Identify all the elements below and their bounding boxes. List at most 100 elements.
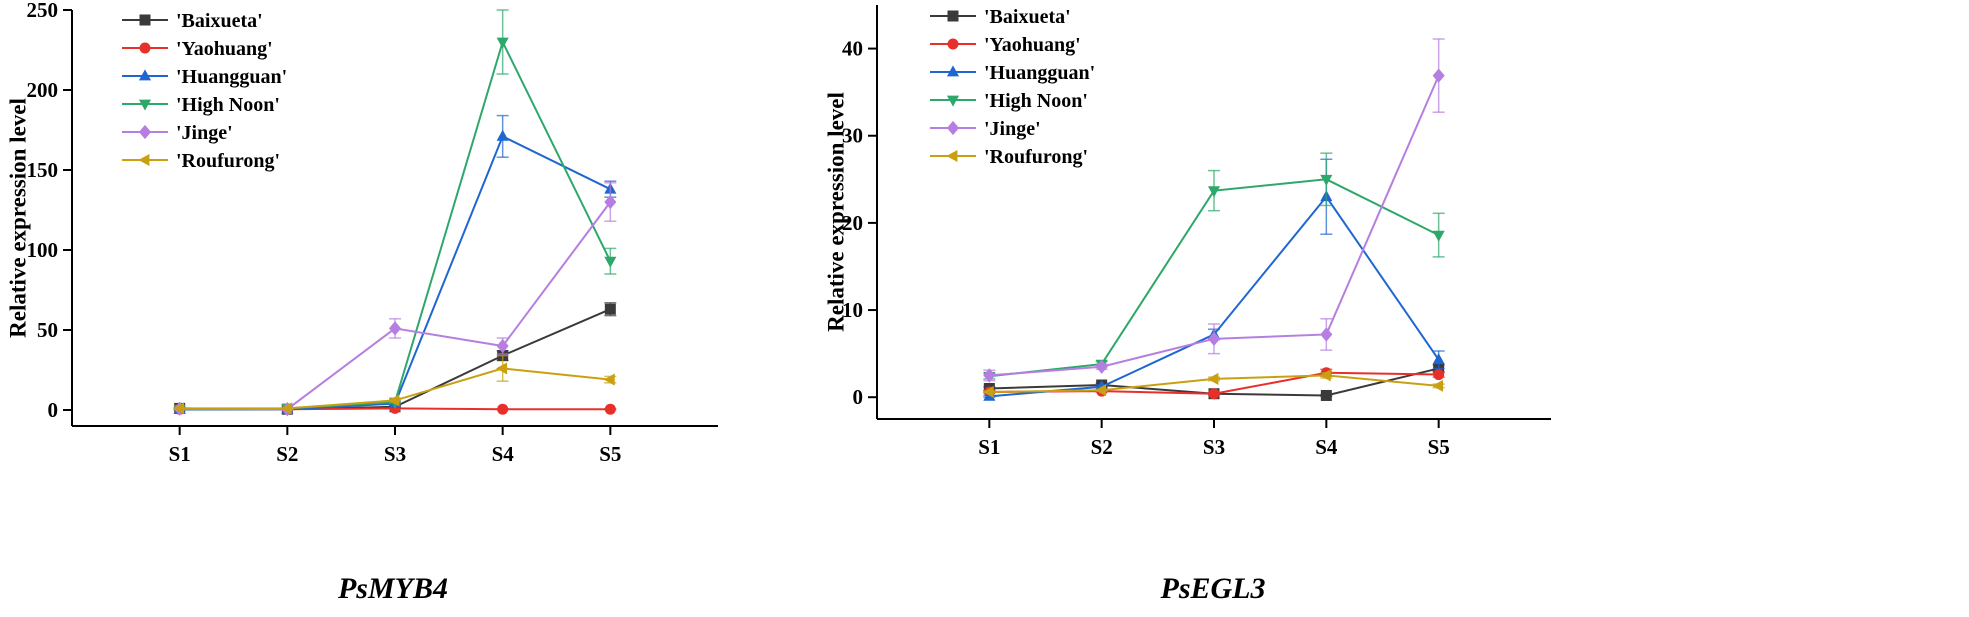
y-tick-label: 150 bbox=[27, 158, 59, 182]
data-point bbox=[604, 303, 616, 315]
data-point bbox=[1320, 327, 1333, 342]
legend-label: 'High Noon' bbox=[176, 94, 280, 116]
data-point bbox=[388, 321, 402, 336]
x-tick-label: S1 bbox=[169, 442, 191, 466]
x-tick-label: S1 bbox=[978, 435, 1000, 459]
y-tick-label: 40 bbox=[842, 37, 863, 61]
data-point bbox=[496, 362, 508, 375]
legend-label: 'Yaohuang' bbox=[176, 38, 273, 60]
data-point bbox=[1319, 369, 1331, 382]
data-point bbox=[1207, 331, 1221, 346]
legend-label: 'Roufurong' bbox=[984, 146, 1088, 168]
x-tick-label: S4 bbox=[492, 442, 515, 466]
data-point bbox=[604, 403, 616, 415]
legend-item: 'High Noon' bbox=[930, 90, 1088, 112]
data-point bbox=[1432, 68, 1445, 83]
legend-swatch-marker bbox=[946, 120, 960, 136]
data-point bbox=[1207, 186, 1221, 198]
legend-item: 'Huangguan' bbox=[930, 62, 1095, 84]
legend-swatch-marker bbox=[138, 99, 152, 111]
data-point bbox=[496, 338, 509, 354]
data-point bbox=[983, 368, 996, 383]
data-point bbox=[603, 373, 615, 386]
data-point bbox=[497, 403, 509, 415]
y-tick-label: 20 bbox=[842, 211, 863, 235]
data-point bbox=[1432, 379, 1444, 392]
data-point bbox=[1320, 174, 1333, 186]
legend-swatch-marker bbox=[946, 95, 960, 107]
y-tick-label: 50 bbox=[37, 318, 58, 342]
legend-label: 'High Noon' bbox=[984, 90, 1088, 112]
x-tick-label: S5 bbox=[1428, 435, 1450, 459]
legend-label: 'Baixueta' bbox=[984, 6, 1071, 28]
legend-swatch-marker bbox=[138, 124, 152, 140]
x-tick-label: S3 bbox=[384, 442, 406, 466]
legend-swatch-marker bbox=[946, 149, 958, 163]
x-tick-label: S3 bbox=[1203, 435, 1225, 459]
y-tick-label: 30 bbox=[842, 124, 863, 148]
legend-item: 'Jinge' bbox=[930, 118, 1041, 140]
legend-item: 'Huangguan' bbox=[122, 66, 287, 88]
y-tick-label: 200 bbox=[27, 78, 59, 102]
legend-swatch-marker bbox=[947, 10, 959, 22]
y-axis-title: Relative expression level bbox=[823, 92, 848, 332]
legend-item: 'Baixueta' bbox=[122, 10, 263, 32]
data-point bbox=[1207, 372, 1219, 385]
legend-label: 'Jinge' bbox=[984, 118, 1041, 140]
data-point bbox=[1433, 369, 1445, 381]
legend-label: 'Huangguan' bbox=[984, 62, 1095, 84]
data-point bbox=[1320, 389, 1332, 401]
series-line bbox=[179, 135, 611, 411]
data-point bbox=[1432, 353, 1445, 365]
data-point bbox=[604, 256, 617, 268]
chart-panel-psmyb4: 0 50 100 150 200 250 S1 S2 S3 S4 S5 Relative expres… bbox=[5, 0, 718, 605]
chart-title-psmyb4: PsMYB4 bbox=[337, 572, 448, 605]
data-point bbox=[280, 402, 292, 415]
legend-label: 'Baixueta' bbox=[176, 10, 263, 32]
y-tick-label: 10 bbox=[842, 298, 863, 322]
legend-item: 'Jinge' bbox=[122, 122, 233, 144]
legend: 'Baixueta' 'Yaohuang' 'Huangguan' 'High Noo… bbox=[122, 10, 287, 172]
y-tick-label: 100 bbox=[27, 238, 59, 262]
legend-label: 'Yaohuang' bbox=[984, 34, 1081, 56]
legend-swatch-marker bbox=[138, 69, 152, 81]
legend-item: 'High Noon' bbox=[122, 94, 280, 116]
legend-label: 'Huangguan' bbox=[176, 66, 287, 88]
y-tick-label: 0 bbox=[48, 398, 59, 422]
data-point bbox=[496, 129, 509, 141]
series-jinge bbox=[983, 38, 1445, 383]
chart-title-psegl3: PsEGL3 bbox=[1160, 572, 1266, 605]
y-tick-label: 250 bbox=[27, 0, 59, 22]
chart-panel-psegl3: 0 10 20 30 40 S1 S2 S3 S4 S5 Relative expression l… bbox=[823, 5, 1551, 605]
legend-label: 'Jinge' bbox=[176, 122, 233, 144]
series-roufurong bbox=[173, 354, 617, 415]
y-axis-title: Relative expression level bbox=[5, 98, 30, 338]
x-tick-label: S2 bbox=[276, 442, 298, 466]
series-line bbox=[179, 201, 612, 411]
data-point bbox=[604, 194, 617, 210]
data-point bbox=[1095, 359, 1108, 374]
legend: 'Baixueta' 'Yaohuang' 'Huangguan' 'High Noo… bbox=[930, 6, 1095, 168]
series-roufurong bbox=[982, 369, 1445, 399]
legend-swatch-marker bbox=[138, 153, 150, 167]
legend-swatch-marker bbox=[139, 14, 151, 26]
data-point bbox=[173, 402, 185, 415]
legend-swatch-marker bbox=[947, 38, 959, 50]
x-tick-label: S5 bbox=[599, 442, 621, 466]
data-point bbox=[982, 385, 994, 399]
legend-item: 'Yaohuang' bbox=[930, 34, 1081, 56]
x-tick-label: S2 bbox=[1091, 435, 1113, 459]
legend-label: 'Roufurong' bbox=[176, 150, 280, 172]
x-tick-label: S4 bbox=[1315, 435, 1338, 459]
data-point bbox=[1208, 388, 1220, 400]
legend-swatch-marker bbox=[946, 65, 960, 77]
legend-swatch-marker bbox=[139, 42, 151, 54]
data-point bbox=[496, 37, 509, 49]
data-point bbox=[1095, 384, 1107, 397]
series-jinge bbox=[173, 182, 617, 417]
legend-item: 'Baixueta' bbox=[930, 6, 1071, 28]
y-tick-label: 0 bbox=[853, 385, 864, 409]
legend-item: 'Roufurong' bbox=[930, 146, 1088, 168]
data-point bbox=[388, 394, 400, 407]
